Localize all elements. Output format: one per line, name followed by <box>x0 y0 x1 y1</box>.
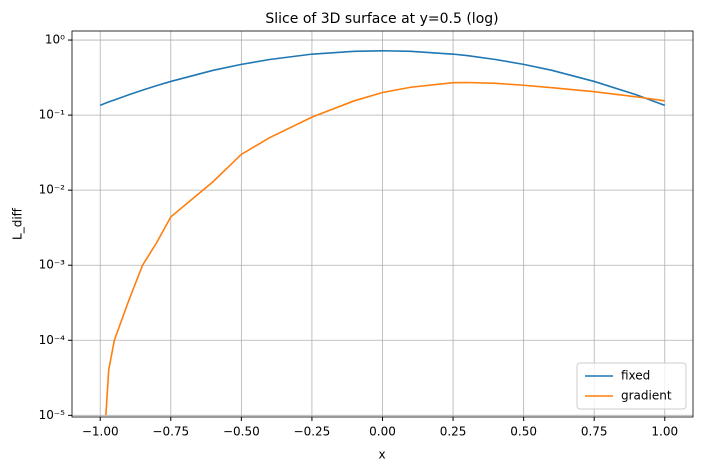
plot-area <box>99 49 666 416</box>
y-tick-label: 10⁻² <box>39 183 66 197</box>
legend-label: gradient <box>621 389 672 403</box>
x-axis-label: x <box>378 448 385 462</box>
y-tick-label: 10⁰ <box>45 33 65 47</box>
legend-box <box>576 362 687 410</box>
x-tick-label: 1.00 <box>651 425 678 439</box>
x-tick-label: 0.25 <box>440 425 467 439</box>
x-tick-label: 0.50 <box>510 425 537 439</box>
line-series <box>99 49 666 107</box>
legend-label: fixed <box>621 369 650 383</box>
x-tick-label: −0.25 <box>294 425 331 439</box>
x-tick-label: 0.75 <box>581 425 608 439</box>
x-tick-label: −0.75 <box>152 425 189 439</box>
line-series <box>105 81 665 416</box>
y-tick-label: 10⁻⁴ <box>39 333 66 347</box>
x-tick-label: 0.00 <box>369 425 396 439</box>
chart-title: Slice of 3D surface at y=0.5 (log) <box>265 11 498 27</box>
y-axis-label: L_diff <box>11 207 25 240</box>
x-tick-label: −0.50 <box>223 425 260 439</box>
y-tick-label: 10⁻¹ <box>39 108 66 122</box>
y-tick-label: 10⁻³ <box>39 258 66 272</box>
x-tick-label: −1.00 <box>82 425 119 439</box>
axes-frame <box>71 30 694 418</box>
y-tick-label: 10⁻⁵ <box>39 408 66 422</box>
